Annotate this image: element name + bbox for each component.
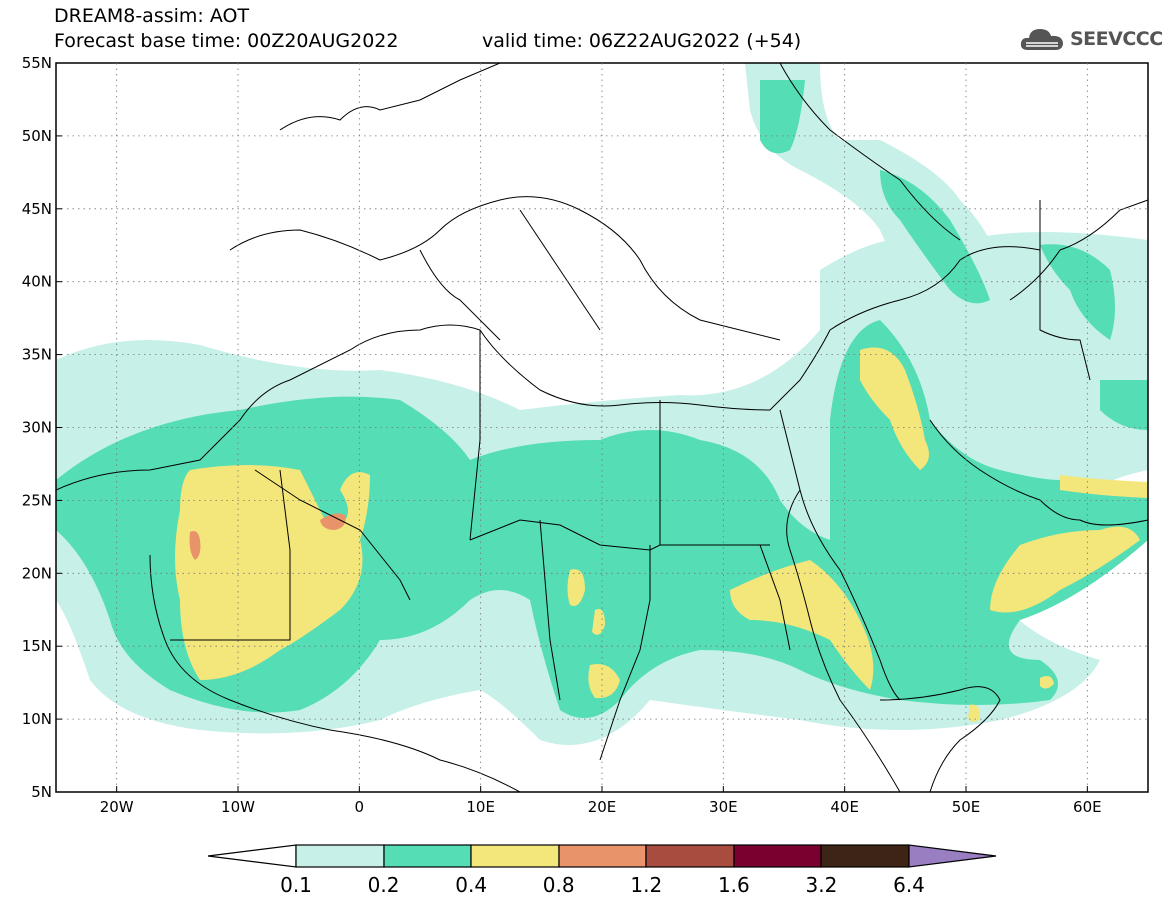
longitude-label: 60E (1073, 798, 1102, 816)
colorbar-label: 0.2 (368, 873, 400, 897)
latitude-label: 50N (22, 127, 52, 145)
latitude-label: 10N (22, 710, 52, 728)
map-title: DREAM8-assim: AOT (54, 5, 250, 27)
aot-band-0-4 (175, 347, 1148, 722)
colorbar-label: 3.2 (806, 873, 838, 897)
latitude-label: 45N (22, 200, 52, 218)
longitude-labels: 20W 10W 0 10E 20E 30E 40E 50E 60E (100, 786, 1102, 816)
colorbar-label: 0.8 (543, 873, 575, 897)
colorbar-swatch-5 (645, 844, 735, 868)
latitude-label: 20N (22, 564, 52, 582)
seevccc-logo: SEEVCCC (1018, 22, 1163, 56)
longitude-label: 50E (952, 798, 981, 816)
longitude-label: 10W (221, 798, 255, 816)
aot-fields (56, 63, 1148, 745)
aot-band-0-2 (56, 80, 1148, 718)
colorbar-swatch-1 (295, 844, 385, 868)
colorbar-swatch-4 (558, 844, 647, 868)
colorbar-swatch-6 (733, 844, 822, 868)
valid-time: valid time: 06Z22AUG2022 (+54) (482, 30, 802, 52)
latitude-label: 5N (31, 783, 52, 801)
colorbar-label: 0.1 (280, 873, 312, 897)
logo-text: SEEVCCC (1070, 28, 1163, 50)
colorbar-labels: 0.1 0.2 0.4 0.8 1.2 1.6 3.2 6.4 (280, 873, 925, 897)
latitude-label: 25N (22, 491, 52, 509)
aot-band-0-8 (189, 513, 346, 560)
latitude-label: 55N (22, 54, 52, 72)
latitude-label: 40N (22, 273, 52, 291)
longitude-label: 10E (466, 798, 495, 816)
colorbar-below-arrow (207, 844, 297, 868)
colorbar-label: 1.6 (718, 873, 750, 897)
colorbar-label: 6.4 (893, 873, 925, 897)
latitude-label: 30N (22, 419, 52, 437)
colorbar-swatch-7 (820, 844, 910, 868)
colorbar-above-arrow (908, 844, 997, 868)
longitude-label: 20E (588, 798, 617, 816)
colorbar: 0.1 0.2 0.4 0.8 1.2 1.6 3.2 6.4 (207, 844, 997, 897)
latitude-label: 35N (22, 346, 52, 364)
coastlines (56, 63, 1148, 792)
colorbar-label: 1.2 (630, 873, 662, 897)
cloud-icon (1020, 29, 1063, 50)
longitude-label: 30E (709, 798, 738, 816)
longitude-label: 20W (100, 798, 134, 816)
colorbar-swatch-3 (470, 844, 560, 868)
longitude-label: 0 (355, 798, 365, 816)
longitude-label: 40E (830, 798, 859, 816)
colorbar-swatch-2 (383, 844, 472, 868)
forecast-base-time: Forecast base time: 00Z20AUG2022 (54, 30, 399, 52)
latitude-labels: 55N 50N 45N 40N 35N 30N 25N 20N 15N 10N 5N (22, 54, 62, 801)
graticule (56, 63, 1148, 792)
latitude-label: 15N (22, 637, 52, 655)
colorbar-label: 0.4 (455, 873, 487, 897)
